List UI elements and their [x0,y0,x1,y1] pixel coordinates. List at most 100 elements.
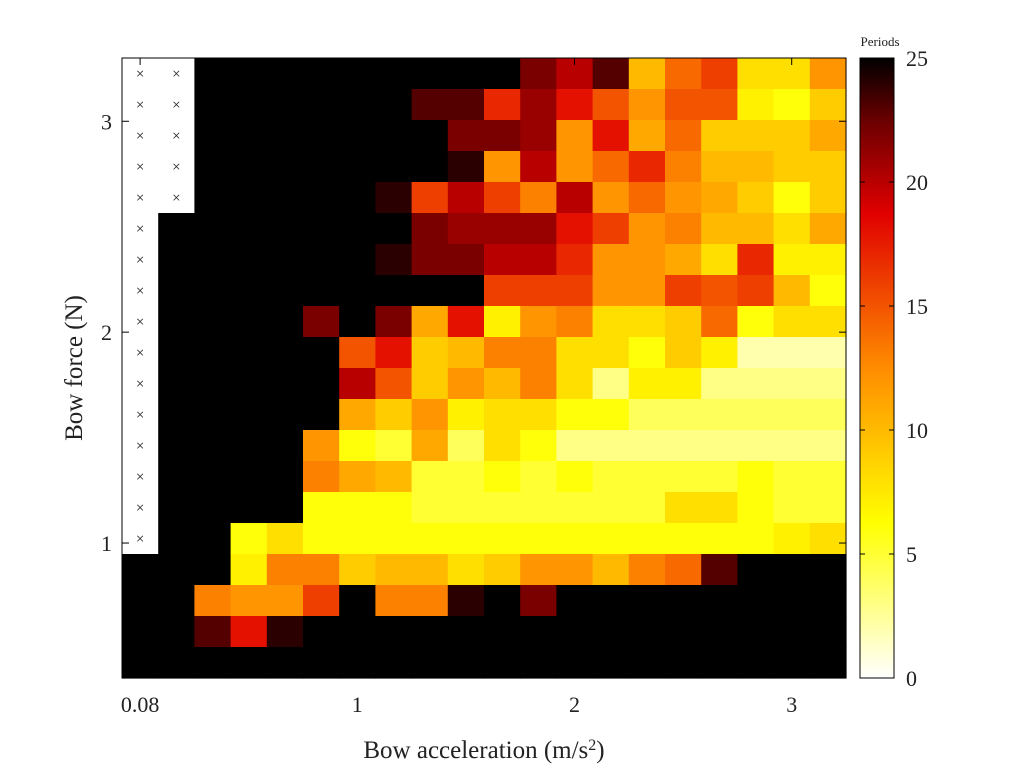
heatmap-cell [737,213,775,245]
heatmap-cell [773,182,811,214]
heatmap-cell [158,616,195,648]
heatmap-cell [809,182,847,214]
heatmap-cell [809,89,847,121]
heatmap-cell [339,430,376,462]
heatmap-cell [230,492,268,524]
heatmap-cell [592,244,630,276]
heatmap-cell [520,244,557,276]
heatmap-cell [773,554,811,586]
heatmap-cell [773,151,811,183]
heatmap-cell [411,492,449,524]
missing-marker: × [136,67,144,83]
heatmap-cell [411,368,449,400]
heatmap-cell [266,89,304,121]
heatmap-cell [773,368,811,400]
heatmap-cell [303,337,340,369]
heatmap-cell [665,523,702,555]
heatmap-cell [809,399,847,431]
heatmap-cell [266,616,304,648]
heatmap-cell [194,120,232,152]
heatmap-cell [665,275,702,307]
heatmap-cell [411,213,449,245]
heatmap-cell [556,616,594,648]
missing-marker: × [136,222,144,238]
heatmap-cell [339,585,376,617]
heatmap-cell [375,182,413,214]
heatmap-cell [665,244,702,276]
heatmap-cell [592,337,630,369]
heatmap-cell [773,461,811,493]
heatmap-cell [411,58,449,90]
heatmap-cell [194,492,232,524]
heatmap-cell [592,306,630,338]
heatmap-cell [266,213,304,245]
heatmap-cell [266,306,304,338]
heatmap-cell [737,523,775,555]
heatmap-cell [375,368,413,400]
heatmap-cell [194,461,232,493]
heatmap-cell [809,492,847,524]
heatmap-cell [230,306,268,338]
heatmap-cell [628,151,666,183]
heatmap-cell [592,213,630,245]
heatmap-cell [592,89,630,121]
heatmap-cell [230,523,268,555]
heatmap-cell [375,523,413,555]
heatmap-cell [230,244,268,276]
heatmap-cell [628,337,666,369]
missing-marker: × [136,470,144,486]
heatmap-cell [665,89,702,121]
missing-cell [122,523,159,555]
heatmap-cell [230,554,268,586]
heatmap-cell [484,337,521,369]
missing-marker: × [136,346,144,362]
heatmap-cell [773,213,811,245]
heatmap-cell [375,585,413,617]
heatmap-cell [592,430,630,462]
heatmap-cell [737,399,775,431]
heatmap-cell [556,461,594,493]
heatmap-cell [665,213,702,245]
heatmap-cell [773,337,811,369]
heatmap-cell [556,368,594,400]
heatmap-cell [484,306,521,338]
heatmap-cell [665,120,702,152]
heatmap-cell [303,58,340,90]
missing-marker: × [136,160,144,176]
missing-data-markers: × × × × × × × × × × × × × × × × × × × × × [136,67,181,548]
heatmap-cell [266,337,304,369]
heatmap-cell [737,616,775,648]
heatmap-cell [339,554,376,586]
heatmap-cell [303,399,340,431]
heatmap-cell [484,58,521,90]
missing-marker: × [136,253,144,269]
heatmap-cell [194,523,232,555]
heatmap-cell [303,306,340,338]
colorbar-tick-label: 0 [906,666,917,691]
heatmap-cell [375,306,413,338]
heatmap-cell [809,461,847,493]
heatmap-cell [266,151,304,183]
heatmap-cell [592,151,630,183]
heatmap-cell [339,523,376,555]
heatmap-cell [411,89,449,121]
heatmap-cell [303,244,340,276]
heatmap-cell [809,244,847,276]
heatmap-cell [194,430,232,462]
heatmap-cell [737,585,775,617]
heatmap-cell [303,275,340,307]
heatmap-cell [303,585,340,617]
heatmap-cell [375,399,413,431]
heatmap-cell [411,616,449,648]
heatmap-cell [520,182,557,214]
missing-cell [158,151,195,183]
missing-marker: × [136,315,144,331]
heatmap-cell [556,399,594,431]
heatmap-cell [339,244,376,276]
heatmap-cell [556,120,594,152]
heatmap-cell [701,182,738,214]
missing-marker: × [136,284,144,300]
heatmap-cell [701,647,738,679]
heatmap-cell [303,430,340,462]
heatmap-cell [628,306,666,338]
